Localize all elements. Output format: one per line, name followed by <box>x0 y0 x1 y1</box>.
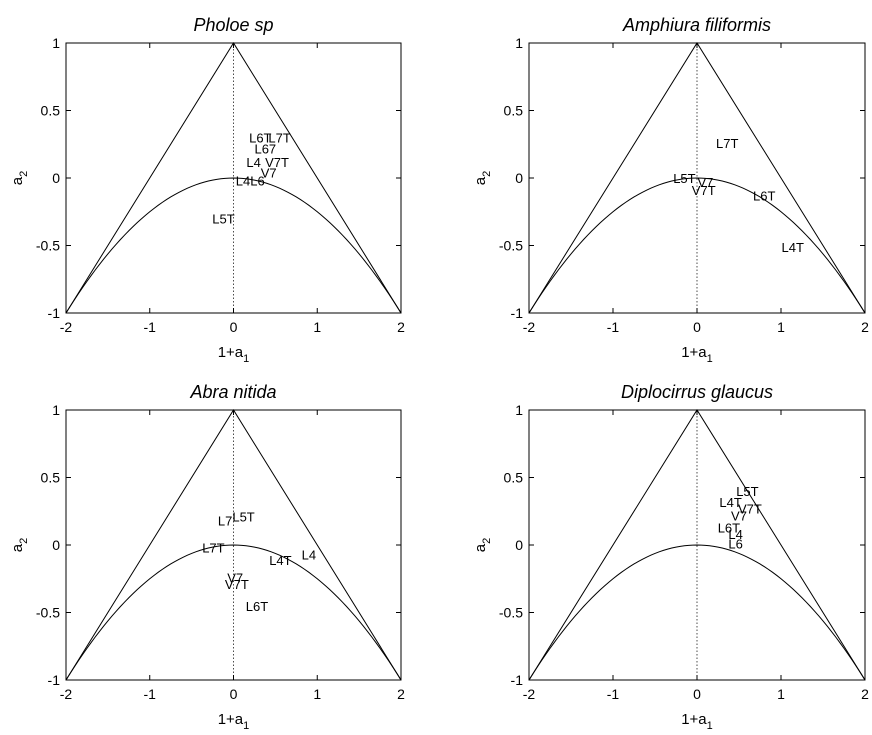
data-point-label: L4 <box>246 155 260 170</box>
y-tick-label: 0.5 <box>504 470 524 486</box>
x-axis-label: 1+a1 <box>218 711 250 732</box>
data-point-label: L7T <box>202 541 224 556</box>
x-tick-label: 2 <box>397 686 405 702</box>
panel-title: Amphiura filiformis <box>622 15 771 35</box>
data-point-label: L4T <box>782 240 804 255</box>
y-tick-label: -1 <box>48 305 61 321</box>
x-tick-label: 2 <box>861 319 869 335</box>
panel-1: Pholoe sp-2 -1 0 1 2-1-0.500.511+a1a2L6TL7TL… <box>9 15 405 365</box>
panel-2: Amphiura filiformis-2 -1 0 1 2-1-0.500.511+a… <box>472 15 869 365</box>
x-axis-label: 1+a1 <box>681 711 713 732</box>
y-tick-label: 1 <box>52 402 60 418</box>
data-point-label: L67 <box>254 141 276 156</box>
data-point-label: L5T <box>736 484 758 499</box>
data-point-label: L7T <box>716 136 738 151</box>
y-tick-label: -0.5 <box>36 238 60 254</box>
x-tick-label: 2 <box>397 319 405 335</box>
data-point-label: V7T <box>738 502 762 517</box>
y-tick-label: 0 <box>52 537 60 553</box>
y-axis-label-subscript: 2 <box>18 538 30 544</box>
parabola-curve <box>65 544 402 681</box>
parabola-curve <box>528 544 866 681</box>
x-tick-label: 2 <box>861 686 869 702</box>
x-tick-label: -1 <box>607 686 620 702</box>
data-point-label: V7T <box>225 577 249 592</box>
x-tick-label: -1 <box>144 686 157 702</box>
y-tick-label: 0 <box>52 170 60 186</box>
panel-title: Diplocirrus glaucus <box>621 382 773 402</box>
y-tick-label: -1 <box>511 672 524 688</box>
x-axis-label-subscript: 1 <box>707 353 713 365</box>
x-tick-label: -2 <box>60 686 73 702</box>
y-tick-label: 1 <box>52 35 60 51</box>
data-point-label: L5T <box>232 510 254 525</box>
x-tick-label: 0 <box>230 319 238 335</box>
panel-4: Diplocirrus glaucus-2 -1 0 1 2-1-0.500.511+a… <box>472 382 869 732</box>
y-axis-label: a2 <box>9 538 30 552</box>
y-tick-label: 0.5 <box>41 470 61 486</box>
y-tick-label: -0.5 <box>499 605 523 621</box>
x-tick-label: -2 <box>523 686 536 702</box>
data-point-label: L6T <box>246 599 268 614</box>
x-tick-label: -1 <box>144 319 157 335</box>
data-point-label: V7T <box>265 155 289 170</box>
data-point-label: L6T <box>753 189 775 204</box>
data-point-label: L6 <box>728 537 742 552</box>
panel-title: Abra nitida <box>189 382 276 402</box>
y-tick-label: 0.5 <box>504 103 524 119</box>
data-point-label: L5T <box>212 212 234 227</box>
y-tick-label: -0.5 <box>36 605 60 621</box>
y-tick-label: 0.5 <box>41 103 61 119</box>
x-axis-label-subscript: 1 <box>243 353 249 365</box>
y-axis-label-subscript: 2 <box>481 171 493 177</box>
x-tick-label: 0 <box>230 686 238 702</box>
x-tick-label: -1 <box>607 319 620 335</box>
data-point-label: L7T <box>268 131 290 146</box>
data-point-label: V7 <box>227 570 243 585</box>
x-axis-label-subscript: 1 <box>243 720 249 732</box>
y-tick-label: 0 <box>515 170 523 186</box>
data-point-label: L4T <box>269 553 291 568</box>
x-tick-label: -2 <box>60 319 73 335</box>
data-point-label: V7 <box>261 166 277 181</box>
data-point-label: L6T <box>718 520 740 535</box>
x-axis-label: 1+a1 <box>681 344 713 365</box>
data-point-label: V7T <box>692 183 716 198</box>
data-point-label: L4 <box>728 527 742 542</box>
y-tick-label: 0 <box>515 537 523 553</box>
x-axis-label-subscript: 1 <box>707 720 713 732</box>
y-axis-label: a2 <box>472 538 493 552</box>
y-tick-label: 1 <box>515 402 523 418</box>
data-point-label: L5T <box>673 171 695 186</box>
x-axis-label: 1+a1 <box>218 344 250 365</box>
x-tick-label: 1 <box>777 319 785 335</box>
y-tick-label: 1 <box>515 35 523 51</box>
y-tick-label: -0.5 <box>499 238 523 254</box>
data-point-label: V7 <box>731 508 747 523</box>
x-tick-label: 1 <box>313 319 321 335</box>
x-tick-label: -2 <box>523 319 536 335</box>
data-point-label: L4 <box>302 547 316 562</box>
panel-title: Pholoe sp <box>193 15 273 35</box>
data-point-label: L4L6 <box>236 174 265 189</box>
x-tick-label: 1 <box>313 686 321 702</box>
data-point-label: V7 <box>697 175 713 190</box>
y-axis-label-subscript: 2 <box>18 171 30 177</box>
parabola-curve <box>65 177 402 314</box>
parabola-curve <box>528 177 866 314</box>
data-point-label: L7 <box>218 514 232 529</box>
y-axis-label: a2 <box>472 171 493 185</box>
x-tick-label: 1 <box>777 686 785 702</box>
x-tick-label: 0 <box>693 319 701 335</box>
y-tick-label: -1 <box>48 672 61 688</box>
y-axis-label-subscript: 2 <box>481 538 493 544</box>
y-axis-label: a2 <box>9 171 30 185</box>
data-point-label: L4T <box>719 495 741 510</box>
data-point-label: L6T <box>249 131 271 146</box>
y-tick-label: -1 <box>511 305 524 321</box>
x-tick-label: 0 <box>693 686 701 702</box>
